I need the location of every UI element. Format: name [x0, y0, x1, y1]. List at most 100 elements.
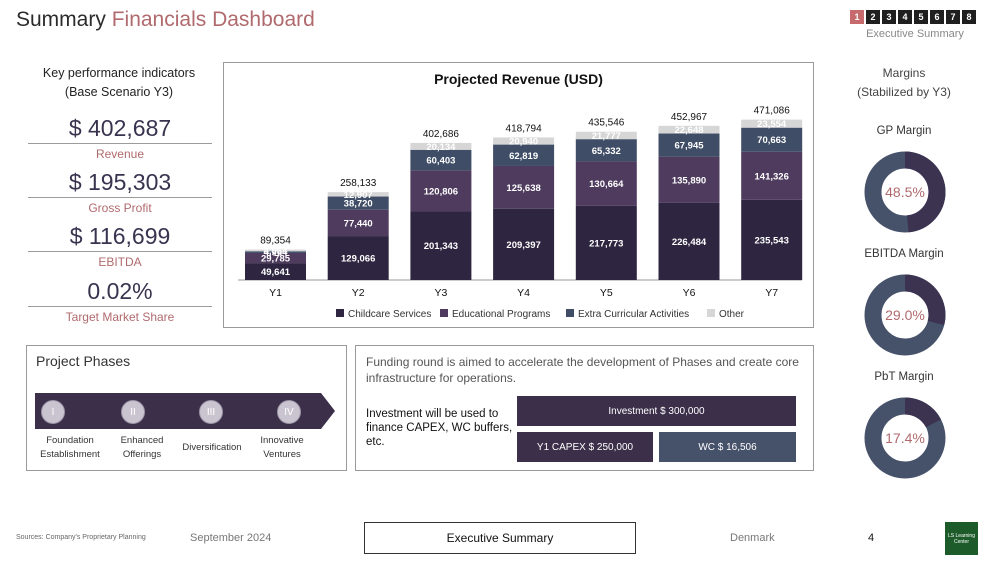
- bar-segment: [327, 209, 389, 237]
- bar-total-label: 418,794: [506, 123, 543, 134]
- legend-label: Childcare Services: [348, 309, 431, 320]
- bar-segment: [245, 251, 306, 253]
- kpi-heading: Key performance indicators (Base Scenari…: [28, 64, 210, 102]
- phases-title: Project Phases: [36, 353, 131, 369]
- bar-segment: [245, 249, 306, 252]
- page-tab-4[interactable]: 4: [898, 10, 912, 24]
- bar-segment: [741, 119, 803, 128]
- phases-arrow: [35, 393, 335, 429]
- bar-segment: [493, 144, 555, 166]
- footer-section-button[interactable]: Executive Summary: [364, 522, 636, 554]
- bar-total-label: 402,686: [423, 129, 460, 140]
- funding-panel: Funding round is aimed to accelerate the…: [355, 345, 814, 471]
- pbt-margin-label: PbT Margin: [874, 371, 934, 383]
- phase-2-marker: II: [121, 400, 145, 424]
- bar-data-label: 235,543: [755, 235, 789, 246]
- bar-data-label: 65,332: [592, 146, 621, 157]
- bar-data-label: 49,641: [261, 267, 291, 278]
- page-title: Summary Financials Dashboard: [16, 8, 315, 32]
- page-tab-1[interactable]: 1: [850, 10, 864, 24]
- margins-heading: Margins (Stabilized by Y3): [842, 64, 966, 102]
- kpi-value: 0.02%: [28, 275, 212, 307]
- chart-title: Projected Revenue (USD): [434, 71, 603, 87]
- x-tick-label: Y5: [600, 287, 613, 299]
- footer-sources: Sources: Company's Proprietary Planning: [16, 534, 146, 541]
- phase-4-label: Innovative Ventures: [243, 434, 321, 462]
- bar-segment: [575, 205, 637, 280]
- margins-heading-line1: Margins: [882, 66, 926, 80]
- ebitda-margin-label: EBITDA Margin: [864, 248, 944, 260]
- gp-margin-donut: [864, 151, 946, 233]
- bar-segment: [575, 161, 637, 206]
- phase-label-line: Establishment: [40, 449, 100, 460]
- bar-segment: [741, 127, 803, 152]
- bar-segment: [327, 236, 389, 280]
- kpi-label: Revenue: [95, 147, 145, 161]
- bar-segment: [658, 202, 720, 280]
- bar-data-label: 217,773: [589, 238, 623, 249]
- bar-segment: [741, 199, 803, 280]
- kpi-value: $ 195,303: [28, 166, 212, 198]
- bar-total-label: 435,546: [588, 118, 625, 129]
- bar-data-label: 4,964: [264, 246, 288, 257]
- investment-bar: Investment $ 300,000: [517, 396, 796, 426]
- bar-data-label: 77,440: [344, 218, 373, 229]
- page-tab-7[interactable]: 7: [946, 10, 960, 24]
- phase-label-line: Diversification: [182, 442, 242, 453]
- x-tick-label: Y1: [269, 287, 282, 299]
- bar-data-label: 226,484: [672, 237, 707, 248]
- company-logo: LS Learning Center: [945, 522, 978, 555]
- phase-3-marker: III: [199, 400, 223, 424]
- page-tab-6[interactable]: 6: [930, 10, 944, 24]
- phase-4-marker: IV: [277, 400, 301, 424]
- bar-segment: [658, 156, 720, 203]
- bar-data-label: 29,785: [261, 254, 291, 265]
- kpi-ebitda: $ 116,699 EBITDA: [28, 220, 212, 269]
- wc-bar: WC $ 16,506: [659, 432, 796, 462]
- bar-segment: [327, 192, 389, 197]
- page-tab-3[interactable]: 3: [882, 10, 896, 24]
- kpi-label: EBITDA: [98, 255, 142, 269]
- legend-label: Other: [719, 309, 745, 320]
- investment-usage-text: Investment will be used to finance CAPEX…: [366, 408, 513, 448]
- bar-segment: [410, 170, 472, 212]
- page-tab-8[interactable]: 8: [962, 10, 976, 24]
- kpi-revenue: $ 402,687 Revenue: [28, 112, 212, 161]
- bar-data-label: 70,663: [757, 135, 786, 146]
- kpi-label: Gross Profit: [88, 201, 152, 215]
- phase-label-line: Enhanced: [120, 435, 164, 446]
- bar-segment: [410, 211, 472, 280]
- ebitda-margin-donut: [864, 274, 946, 356]
- page-tab-5[interactable]: 5: [914, 10, 928, 24]
- bar-segment: [327, 196, 389, 210]
- donut-fill: [864, 151, 946, 233]
- bar-data-label: 209,397: [506, 240, 540, 251]
- kpi-value: $ 402,687: [28, 112, 212, 144]
- revenue-chart-panel: Projected Revenue (USD) 49,641 29,785 4,96…: [223, 62, 814, 328]
- bar-data-label: 130,664: [589, 179, 624, 190]
- x-tick-label: Y4: [517, 287, 530, 299]
- x-tick-label: Y2: [352, 287, 365, 299]
- bar-segment: [575, 139, 637, 162]
- bar-data-label: 120,806: [424, 186, 458, 197]
- capex-bar: Y1 CAPEX $ 250,000: [517, 432, 653, 462]
- project-phases-panel: Project Phases I II III IV Foundation Es…: [26, 345, 347, 471]
- phase-label-line: Offerings: [122, 449, 162, 460]
- x-tick-label: Y3: [434, 287, 447, 299]
- bar-segment: [245, 252, 306, 264]
- bar-segment: [741, 151, 803, 200]
- legend-swatch: [336, 309, 344, 317]
- page-tab-2[interactable]: 2: [866, 10, 880, 24]
- footer-page-number: 4: [868, 532, 875, 544]
- bar-data-label: 60,403: [426, 156, 455, 167]
- bar-data-label: 135,890: [672, 175, 706, 186]
- bar-data-label: 38,720: [344, 199, 373, 210]
- phase-label-line: Innovative: [260, 435, 304, 446]
- kpi-value: $ 116,699: [28, 220, 212, 252]
- bar-data-label: 4,964: [264, 248, 288, 259]
- bar-data-label: 129,066: [341, 254, 375, 265]
- phase-label-line: Ventures: [263, 449, 301, 460]
- footer-country: Denmark: [730, 532, 775, 544]
- legend-label: Educational Programs: [452, 309, 550, 320]
